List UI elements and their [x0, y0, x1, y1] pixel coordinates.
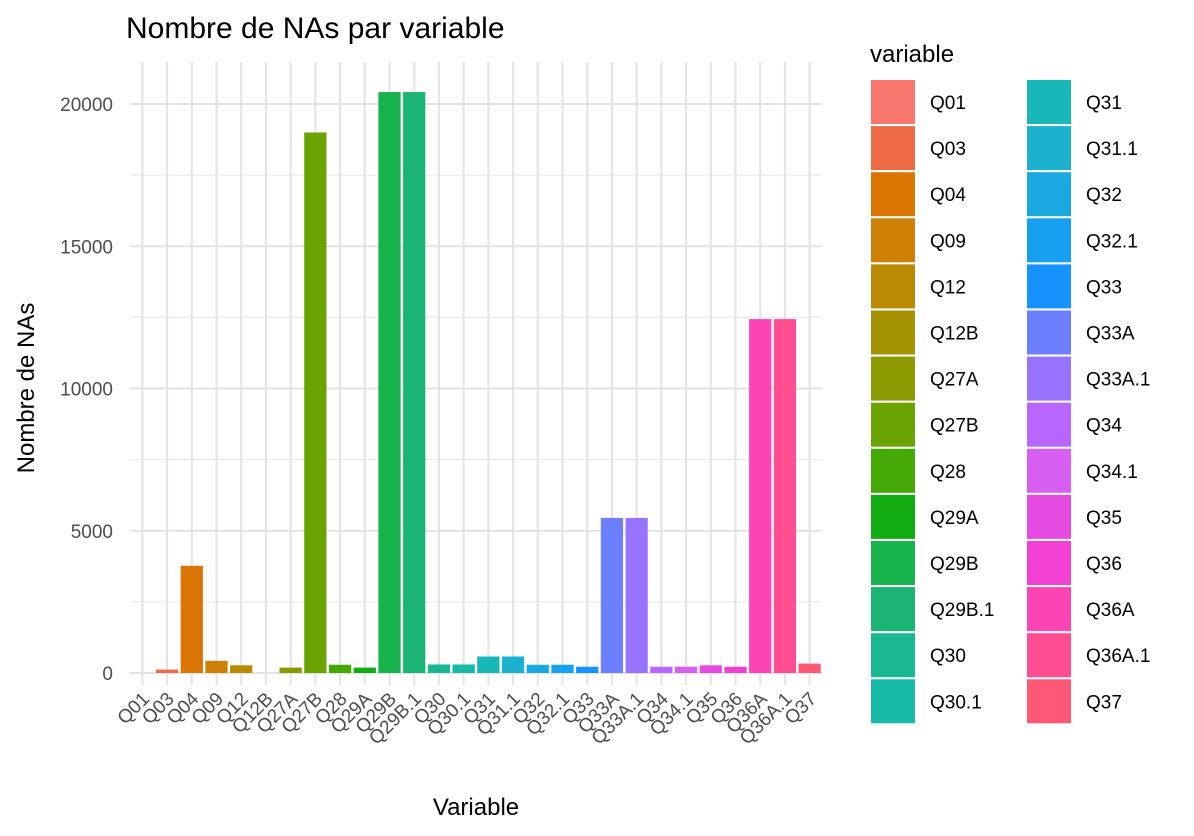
- legend-key: [871, 126, 915, 171]
- legend-label: Q31: [1086, 93, 1122, 114]
- grid-lines: [130, 62, 822, 685]
- legend-key: [871, 356, 915, 401]
- bar-q30-1: [452, 664, 475, 673]
- bar-q03: [155, 669, 179, 673]
- legend-key: [1027, 310, 1071, 355]
- bar-q27b: [304, 132, 327, 673]
- legend-key: [1027, 264, 1071, 309]
- legend-key: [871, 679, 915, 724]
- legend-label: Q34.1: [1086, 462, 1138, 483]
- legend-label: Q35: [1086, 508, 1122, 529]
- legend-label: Q28: [930, 462, 966, 483]
- bar-q36a: [749, 319, 772, 673]
- legend-key: [871, 541, 915, 585]
- y-tick-label: 5000: [71, 522, 113, 543]
- legend-label: Q30.1: [930, 692, 982, 713]
- bar-q37: [798, 663, 821, 673]
- y-axis-title: Nombre de NAs: [13, 303, 40, 474]
- y-tick-label: 15000: [60, 237, 113, 258]
- bar-q36: [724, 666, 747, 673]
- legend-key: [1027, 541, 1071, 585]
- legend-label: Q01: [930, 93, 966, 114]
- bar-q28: [328, 664, 352, 673]
- legend-key: [1027, 494, 1071, 539]
- legend-label: Q09: [930, 231, 966, 252]
- legend-label: Q36A.1: [1086, 646, 1150, 667]
- legend-label: Q04: [930, 185, 966, 206]
- legend-key: [871, 587, 915, 632]
- legend-key: [1027, 587, 1071, 632]
- legend-label: Q29B.1: [930, 600, 994, 621]
- bar-q34: [650, 666, 673, 673]
- chart-title: Nombre de NAs par variable: [126, 12, 505, 45]
- legend-key: [871, 310, 915, 355]
- legend-label: Q37: [1086, 692, 1122, 713]
- y-axis-ticks: 0 5000 10000 15000 20000: [60, 95, 113, 685]
- legend-label: Q12: [930, 277, 966, 298]
- legend-key: [1027, 356, 1071, 401]
- bar-q27a: [279, 667, 302, 673]
- bar-q12: [230, 665, 253, 673]
- bar-q29b: [378, 92, 401, 673]
- legend-label: Q27B: [930, 416, 979, 437]
- bar-q33a: [600, 517, 624, 673]
- legend-label: Q30: [930, 646, 966, 667]
- legend-key: [1027, 172, 1071, 217]
- x-axis-title: Variable: [433, 794, 519, 821]
- bar-q31-1: [501, 656, 525, 673]
- legend-label: Q33A: [1086, 324, 1135, 345]
- legend-label: Q29B: [930, 554, 979, 575]
- legend-title: variable: [870, 41, 954, 68]
- legend: Q01 Q03 Q04 Q09 Q12 Q12B Q27A Q27B Q28 Q29A Q29B Q2…: [871, 80, 1150, 724]
- legend-label: Q03: [930, 139, 966, 160]
- bars-group: [155, 92, 821, 673]
- legend-label: Q32: [1086, 185, 1122, 206]
- bar-q30: [427, 664, 451, 673]
- legend-label: Q36: [1086, 554, 1122, 575]
- y-tick-label: 10000: [60, 380, 113, 401]
- legend-key: [871, 633, 915, 678]
- legend-label: Q33A.1: [1086, 370, 1150, 391]
- bar-q04: [180, 565, 203, 673]
- legend-key: [871, 494, 915, 539]
- bar-q31: [477, 656, 500, 673]
- bar-q29a: [353, 667, 376, 673]
- bar-q09: [205, 660, 228, 673]
- legend-label: Q27A: [930, 370, 979, 391]
- legend-label: Q34: [1086, 416, 1122, 437]
- bar-q35: [699, 665, 722, 673]
- legend-label: Q12B: [930, 324, 979, 345]
- legend-key: [871, 448, 915, 493]
- legend-label: Q33: [1086, 277, 1122, 298]
- legend-key: [1027, 448, 1071, 493]
- bar-q33: [576, 666, 599, 673]
- legend-label: Q29A: [930, 508, 979, 529]
- bar-q33a-1: [625, 517, 648, 673]
- legend-label: Q32.1: [1086, 231, 1138, 252]
- legend-key: [871, 80, 915, 124]
- legend-key: [1027, 126, 1071, 171]
- bar-q36a-1: [773, 319, 797, 673]
- legend-key: [871, 402, 915, 447]
- legend-label: Q31.1: [1086, 139, 1138, 160]
- legend-key: [871, 264, 915, 309]
- y-tick-label: 20000: [60, 95, 113, 116]
- bar-q29b-1: [403, 92, 426, 673]
- legend-key: [1027, 402, 1071, 447]
- bar-q34-1: [674, 666, 698, 673]
- legend-key: [1027, 679, 1071, 724]
- legend-key: [1027, 633, 1071, 678]
- legend-key: [871, 218, 915, 263]
- legend-key: [1027, 80, 1071, 124]
- legend-key: [1027, 218, 1071, 263]
- legend-key: [871, 172, 915, 217]
- legend-label: Q36A: [1086, 600, 1135, 621]
- bar-q32-1: [551, 664, 574, 673]
- x-axis-ticks: Q01Q03Q04Q09Q12Q12BQ27AQ27BQ28Q29AQ29BQ2…: [114, 688, 822, 749]
- y-tick-label: 0: [102, 664, 113, 685]
- bar-q32: [526, 664, 549, 673]
